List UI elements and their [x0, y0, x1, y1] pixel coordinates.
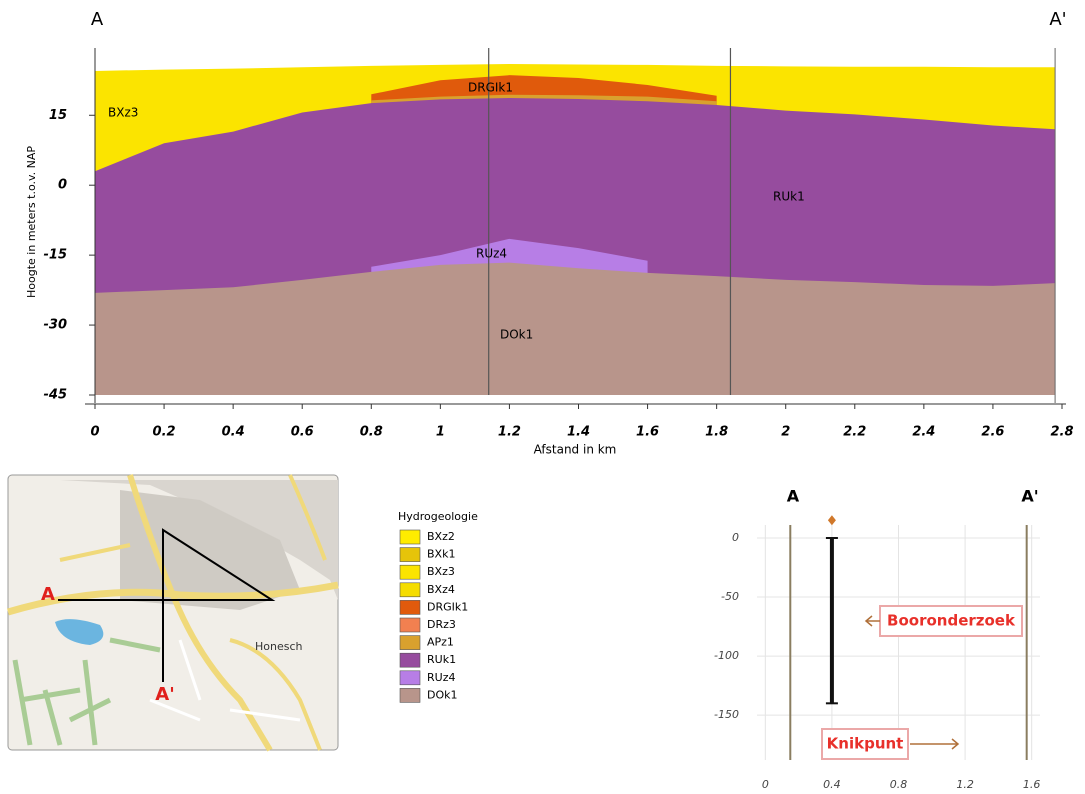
x-tick-label: 2.2 [843, 425, 866, 440]
x-tick-label: 0 [90, 425, 99, 440]
x-tick-label: 1.6 [636, 425, 659, 440]
x-tick-label: 0.2 [153, 425, 176, 440]
map: A A' Honesch [8, 475, 338, 750]
page-canvas: A A' Honesch Hydrogeologie BXz2BXk1BXz3B… [0, 0, 1085, 794]
x-tick-label: 1 [436, 425, 445, 440]
x-tick-label: 0 [762, 778, 769, 791]
callout-text: Booronderzoek [887, 612, 1016, 630]
x-tick-label: 0.4 [222, 425, 245, 440]
y-tick-label: -30 [44, 318, 68, 333]
legend-label: DRGIk1 [427, 600, 468, 613]
x-tick-label: 1.8 [705, 425, 728, 440]
legend-label: DRz3 [427, 618, 456, 631]
legend-swatch [400, 636, 420, 650]
y-tick-label: -15 [44, 248, 68, 263]
callout-arrow [910, 739, 958, 749]
x-tick-label: 2.6 [981, 425, 1004, 440]
y-tick-label: 15 [49, 108, 67, 123]
legend-label: BXk1 [427, 548, 455, 561]
y-tick-label: -150 [714, 708, 739, 721]
layer-label: BXz3 [108, 106, 138, 120]
x-tick-label: 2.4 [912, 425, 935, 440]
x-tick-label: 2 [781, 425, 790, 440]
layer-label: DRGIk1 [468, 81, 513, 95]
legend: BXz2 BXk1 BXz3 BXz4 DRGIk1 DRz3 APz1 RUk1 RUz4 DO… [400, 530, 468, 702]
legend-swatch [400, 618, 420, 632]
legend-label: BXz2 [427, 530, 455, 543]
layer-label: RUk1 [773, 190, 805, 204]
callout-text: Knikpunt [827, 735, 904, 753]
y-axis-title: Hoogte in meters t.o.v. NAP [25, 146, 38, 298]
x-tick-label: 0.6 [291, 425, 314, 440]
legend-swatch [400, 548, 420, 562]
legend-title: Hydrogeologie [398, 510, 478, 523]
legend-label: BXz3 [427, 565, 455, 578]
legend-swatch [400, 565, 420, 579]
layer-label: DOk1 [500, 328, 533, 342]
legend-swatch [400, 653, 420, 667]
x-axis-title: Afstand in km [534, 443, 617, 457]
y-tick-label: 0 [58, 178, 67, 193]
section-end-label: A' [1049, 9, 1066, 30]
y-tick-label: -45 [44, 388, 68, 403]
legend-label: RUk1 [427, 653, 456, 666]
x-tick-label: 1.2 [498, 425, 521, 440]
x-tick-label: 1.6 [1023, 778, 1041, 791]
map-label: A [41, 584, 55, 605]
x-tick-label: 0.8 [890, 778, 908, 791]
legend-label: BXz4 [427, 583, 455, 596]
section-end-label: A [787, 487, 800, 506]
map-label: A' [155, 684, 174, 705]
y-tick-label: -50 [721, 590, 739, 603]
legend-swatch [400, 688, 420, 702]
legend-label: DOk1 [427, 688, 458, 701]
surface-marker [828, 515, 836, 525]
page: {"chart_data": [ {"type": "area", "label… [0, 0, 1085, 794]
callout-arrow [866, 616, 880, 626]
legend-swatch [400, 671, 420, 685]
legend-swatch [400, 600, 420, 614]
y-tick-label: -100 [714, 649, 739, 662]
legend-label: APz1 [427, 636, 454, 649]
section-end-label: A' [1021, 487, 1038, 506]
section-end-label: A [91, 9, 104, 30]
legend-label: RUz4 [427, 671, 455, 684]
x-tick-label: 1.4 [567, 425, 590, 440]
legend-swatch [400, 583, 420, 597]
x-tick-label: 1.2 [956, 778, 974, 791]
layer-label: RUz4 [476, 247, 507, 261]
y-tick-label: 0 [732, 531, 739, 544]
x-tick-label: 2.8 [1050, 425, 1073, 440]
map-label: Honesch [255, 640, 303, 653]
x-tick-label: 0.8 [360, 425, 383, 440]
x-tick-label: 0.4 [823, 778, 841, 791]
legend-swatch [400, 530, 420, 544]
